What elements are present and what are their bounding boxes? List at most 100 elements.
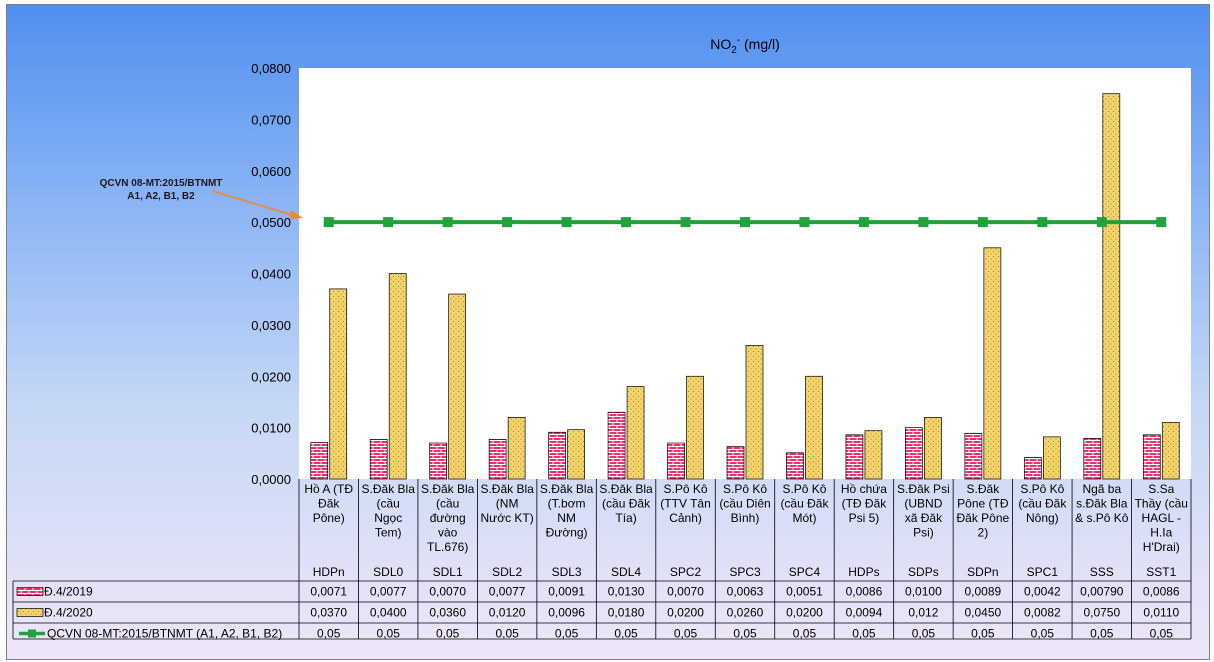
- table-value: 0,0260: [727, 606, 764, 620]
- category-label: Ngọc: [374, 511, 402, 525]
- category-label: & s.Pô Kô: [1075, 511, 1129, 525]
- table-value: 0,05: [674, 627, 698, 641]
- table-value: 0,05: [1031, 627, 1055, 641]
- legend-key-marker: [28, 629, 36, 638]
- table-value: 0,0094: [846, 606, 883, 620]
- bar-2020: [1042, 436, 1061, 480]
- legend-label: Đ.4/2019: [44, 585, 93, 599]
- table-value: 0,0082: [1024, 606, 1061, 620]
- category-label: S.Đăk Bla: [540, 482, 594, 496]
- plot-area: [299, 68, 1191, 479]
- y-tick-label: 0,0100: [251, 421, 291, 436]
- table-value: 0,0096: [548, 606, 585, 620]
- threshold-marker: [1037, 217, 1048, 228]
- category-label: S.Sa: [1148, 482, 1174, 496]
- threshold-marker: [918, 217, 929, 228]
- category-code: HDPn: [313, 565, 345, 579]
- category-label: đường: [430, 511, 466, 525]
- threshold-marker: [799, 217, 810, 228]
- category-code: SDL2: [492, 565, 522, 579]
- chart-title: NO2- (mg/l): [710, 35, 780, 56]
- category-label: Tem): [375, 526, 402, 540]
- threshold-marker: [680, 217, 691, 228]
- table-value: 0,05: [852, 627, 876, 641]
- bar-2019: [905, 427, 923, 480]
- threshold-marker: [442, 217, 453, 228]
- category-label: (T.bơm: [548, 497, 586, 511]
- table-value: 0,0120: [489, 606, 526, 620]
- y-tick-label: 0,0800: [251, 61, 291, 76]
- bar-2019: [548, 431, 566, 480]
- category-code: SDL4: [611, 565, 641, 579]
- category-label: S.Đăk Bla: [480, 482, 534, 496]
- category-label: Tía): [615, 511, 636, 525]
- bar-2020: [924, 417, 942, 480]
- category-label: (cầu Đăk: [1018, 497, 1067, 511]
- y-tick-label: 0,0500: [251, 215, 291, 230]
- bar-2020: [329, 288, 348, 480]
- table-value: 0,0450: [965, 606, 1002, 620]
- table-value: 0,0200: [667, 606, 704, 620]
- table-value: 0,0100: [905, 585, 942, 599]
- table-value: 0,05: [495, 627, 519, 641]
- category-code: SPC4: [789, 565, 821, 579]
- category-label: Đăk Pône: [957, 511, 1010, 525]
- category-label: S.Đăk: [967, 482, 1001, 496]
- category-label: NM: [557, 511, 576, 525]
- category-label: Đường): [546, 526, 588, 540]
- legend-label: QCVN 08-MT:2015/BTNMT (A1, A2, B1, B2): [47, 627, 282, 641]
- category-label: S.Pô Kô: [664, 482, 708, 496]
- category-label: S.Đăk Bla: [362, 482, 416, 496]
- legend-key-bar: [16, 608, 44, 617]
- annotation-line1: QCVN 08-MT:2015/BTNMT: [100, 178, 223, 189]
- category-label: xã Đăk: [905, 511, 943, 525]
- y-tick-label: 0,0200: [251, 369, 291, 384]
- bar-2019: [1142, 434, 1161, 480]
- bar-2020: [567, 429, 585, 480]
- category-label: Cảnh): [669, 511, 702, 525]
- category-label: s.Đăk Bla: [1076, 497, 1128, 511]
- category-code: SST1: [1146, 565, 1176, 579]
- bar-2019: [607, 411, 626, 480]
- category-label: (cầu Đăk: [602, 497, 651, 511]
- category-label: (cầu Diên: [719, 497, 770, 511]
- table-value: 0,0130: [608, 585, 645, 599]
- bar-2020: [686, 375, 704, 480]
- category-code: HDPs: [848, 565, 879, 579]
- annotation-arrow: [211, 190, 300, 218]
- category-code: SDL1: [433, 565, 463, 579]
- category-label: (UBND: [904, 497, 942, 511]
- category-label: S.Pô Kô: [723, 482, 767, 496]
- table-value: 0,012: [908, 606, 938, 620]
- category-code: SDPs: [908, 565, 939, 579]
- bar-2019: [786, 452, 804, 480]
- category-code: SPC3: [729, 565, 761, 579]
- bar-2020: [864, 430, 883, 480]
- table-value: 0,0070: [429, 585, 466, 599]
- threshold-marker: [1096, 217, 1107, 228]
- category-label: Đăk: [318, 497, 340, 511]
- category-label: Psi 5): [849, 511, 880, 525]
- bar-2019: [964, 432, 983, 480]
- category-label: (TTV Tân: [660, 497, 710, 511]
- category-code: SPC1: [1027, 565, 1059, 579]
- table-value: 0,0750: [1083, 606, 1120, 620]
- category-code: SDL3: [552, 565, 582, 579]
- bar-2020: [983, 247, 1002, 480]
- bar-2019: [845, 434, 864, 480]
- category-label: S.Đăk Psi: [897, 482, 950, 496]
- table-value: 0,0370: [310, 606, 347, 620]
- threshold-marker: [502, 217, 513, 228]
- table-value: 0,0077: [370, 585, 407, 599]
- category-label: 2): [978, 526, 989, 540]
- bar-2019: [667, 442, 685, 480]
- y-tick-label: 0,0700: [251, 112, 291, 127]
- y-tick-label: 0,0600: [251, 164, 291, 179]
- threshold-marker: [561, 217, 572, 228]
- bar-2020: [626, 386, 645, 480]
- category-label: Nước KT): [481, 511, 534, 525]
- bar-2019: [1023, 457, 1042, 480]
- table-value: 0,0070: [667, 585, 704, 599]
- bar-2020: [805, 375, 823, 480]
- threshold-marker: [977, 217, 988, 228]
